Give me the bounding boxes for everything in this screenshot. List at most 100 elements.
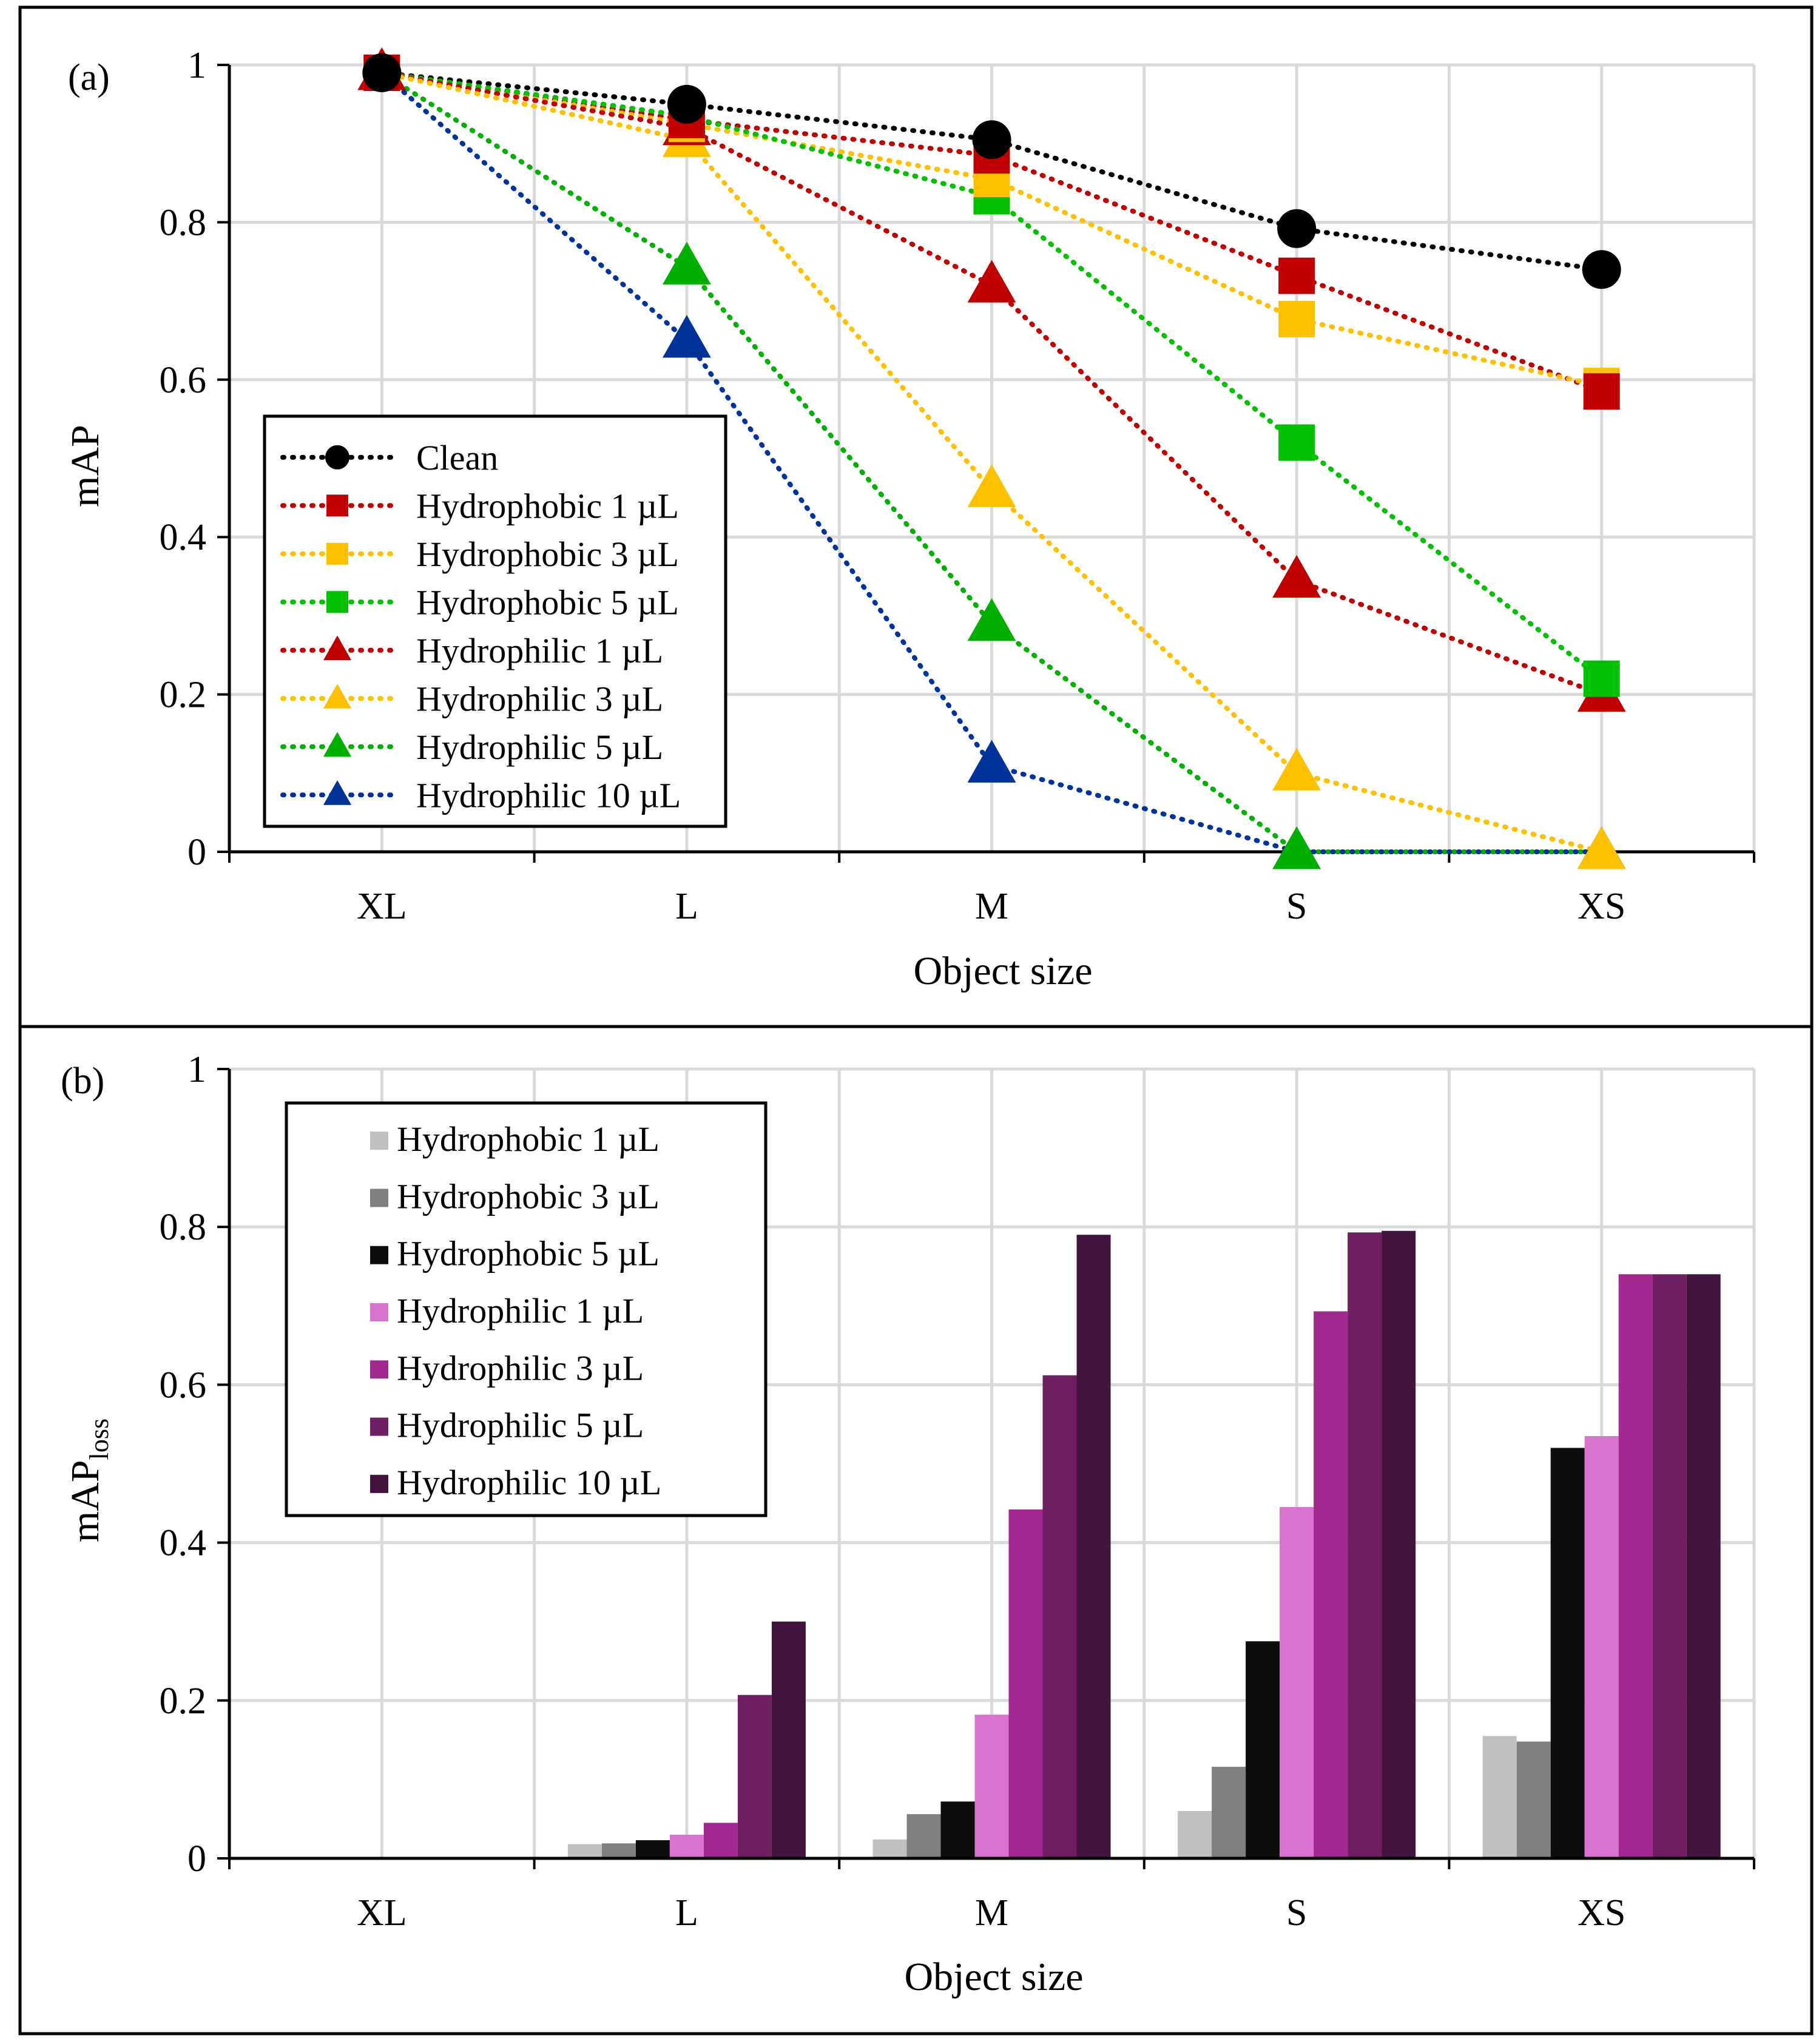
point-hydrophilic-3-ul-xs (1577, 826, 1626, 869)
b-legend-label-hydrophobic-5-ul: Hydrophobic 5 µL (397, 1234, 660, 1273)
bar-hydrophilic-10-ul-m (1076, 1235, 1111, 1858)
a-y-tick-label: 0.4 (160, 517, 207, 558)
panel-b-y-axis-title-subscript: loss (84, 1418, 114, 1460)
bar-hydrophobic-3-ul-m (906, 1814, 941, 1858)
b-legend-swatch-hydrophobic-3-ul (370, 1189, 388, 1207)
point-hydrophobic-5-ul-s (1278, 424, 1315, 461)
a-legend-label-hydrophilic-5-ul: Hydrophilic 5 µL (416, 727, 663, 767)
b-x-tick-label-xs: XS (1578, 1892, 1625, 1934)
point-hydrophilic-1-ul-s (1272, 555, 1321, 598)
point-clean-l (667, 84, 706, 124)
bar-hydrophilic-3-ul-xs (1618, 1274, 1653, 1858)
point-hydrophilic-3-ul-s (1272, 747, 1321, 791)
b-legend-label-hydrophilic-5-ul: Hydrophilic 5 µL (397, 1406, 644, 1445)
b-y-tick-label: 0 (187, 1838, 206, 1880)
panel-a-y-axis-title: mAP (63, 425, 107, 507)
bar-hydrophobic-1-ul-l (567, 1844, 602, 1858)
a-x-tick-label-xl: XL (357, 886, 407, 927)
a-legend-marker-clean (325, 445, 349, 470)
a-y-tick-label: 0.8 (160, 202, 207, 243)
point-hydrophilic-10-ul-l (663, 315, 711, 358)
a-legend-marker-hydrophobic-5-ul (326, 591, 348, 613)
panel-b-x-tick-labels: XL L M S XS (357, 1892, 1625, 1934)
bar-hydrophilic-1-ul-m (974, 1715, 1009, 1858)
bar-hydrophobic-3-ul-s (1212, 1767, 1246, 1858)
bar-hydrophilic-10-ul-xs (1686, 1274, 1721, 1858)
bar-hydrophilic-5-ul-m (1042, 1375, 1077, 1858)
line-hydrophilic-10-ul (379, 70, 1604, 854)
panel-a-series-markers (357, 47, 1626, 869)
bar-hydrophilic-1-ul-s (1280, 1507, 1314, 1858)
bar-hydrophobic-1-ul-s (1178, 1810, 1212, 1858)
point-clean-xl (362, 53, 402, 92)
bar-hydrophobic-5-ul-s (1246, 1641, 1280, 1858)
point-clean-s (1277, 209, 1317, 248)
line-hydrophobic-1-ul (379, 70, 1604, 394)
figure-frame (18, 5, 1814, 2036)
b-y-tick-label: 1 (187, 1049, 206, 1090)
a-legend-label-clean: Clean (416, 438, 498, 477)
a-x-tick-label-xs: XS (1578, 886, 1625, 927)
panel-a-x-tick-labels: XL L M S XS (357, 886, 1625, 927)
a-legend-marker-hydrophobic-1-ul (326, 494, 348, 517)
a-y-tick-label: 0.2 (160, 675, 207, 716)
bar-hydrophilic-1-ul-xs (1584, 1435, 1619, 1858)
a-legend-marker-hydrophobic-3-ul (326, 542, 348, 565)
b-x-tick-label-s: S (1286, 1892, 1307, 1934)
bar-hydrophilic-10-ul-s (1382, 1230, 1416, 1858)
panel-b-y-axis-title-main: mAP (63, 1460, 107, 1542)
a-y-tick-label: 1 (187, 45, 206, 86)
b-y-tick-label: 0.6 (160, 1364, 207, 1406)
b-legend-swatch-hydrophilic-3-ul (370, 1360, 388, 1379)
bar-hydrophobic-3-ul-l (601, 1843, 636, 1858)
bar-hydrophobic-5-ul-m (940, 1801, 975, 1858)
b-x-tick-label-l: L (675, 1892, 698, 1934)
bar-hydrophobic-3-ul-xs (1516, 1741, 1551, 1858)
panel-a-x-axis-title: Object size (913, 949, 1092, 993)
point-hydrophilic-1-ul-m (967, 260, 1016, 303)
point-hydrophobic-3-ul-s (1278, 300, 1315, 337)
point-hydrophobic-1-ul-xs (1583, 373, 1620, 410)
a-x-tick-label-m: M (975, 886, 1008, 927)
b-legend-label-hydrophilic-1-ul: Hydrophilic 1 µL (397, 1291, 644, 1331)
bar-hydrophilic-5-ul-s (1348, 1232, 1382, 1858)
panel-b-bars (567, 1230, 1721, 1858)
bar-hydrophobic-5-ul-l (635, 1840, 670, 1858)
panel-b-x-axis-title: Object size (904, 1955, 1083, 1999)
point-clean-m (972, 120, 1011, 160)
point-hydrophilic-5-ul-s (1272, 826, 1321, 869)
bar-hydrophobic-1-ul-m (872, 1839, 907, 1858)
b-x-tick-label-m: M (975, 1892, 1008, 1934)
panel-b-label: (b) (61, 1061, 104, 1102)
a-y-tick-label: 0.6 (160, 360, 207, 401)
bar-hydrophilic-5-ul-xs (1652, 1274, 1687, 1858)
bar-hydrophobic-5-ul-xs (1550, 1448, 1585, 1858)
bar-hydrophilic-5-ul-l (737, 1695, 772, 1858)
b-legend-label-hydrophilic-10-ul: Hydrophilic 10 µL (397, 1463, 661, 1502)
point-hydrophobic-5-ul-xs (1583, 660, 1620, 697)
point-hydrophilic-5-ul-m (967, 598, 1016, 641)
panel-a-line-chart: 0 0.2 0.4 0.6 0.8 1 XL L M S XS (a) Object size m… (63, 45, 1756, 993)
bar-hydrophilic-3-ul-m (1008, 1509, 1043, 1858)
bar-hydrophilic-10-ul-l (771, 1621, 806, 1858)
panel-a-label: (a) (68, 57, 110, 98)
panel-a-y-tick-labels: 0 0.2 0.4 0.6 0.8 1 (160, 45, 207, 873)
a-legend-box (263, 414, 727, 828)
b-x-tick-label-xl: XL (357, 1892, 407, 1934)
a-legend-marker-hydrophilic-1-ul (323, 635, 352, 661)
bar-hydrophilic-3-ul-s (1314, 1311, 1348, 1858)
b-legend-swatch-hydrophilic-1-ul (370, 1303, 388, 1321)
b-legend-label-hydrophobic-1-ul: Hydrophobic 1 µL (397, 1119, 660, 1159)
a-legend-label-hydrophobic-3-ul: Hydrophobic 3 µL (416, 535, 679, 574)
b-legend-swatch-hydrophobic-1-ul (370, 1132, 388, 1150)
point-hydrophobic-1-ul-s (1278, 257, 1315, 294)
b-y-tick-label: 0.2 (160, 1681, 207, 1722)
panel-a-legend: Clean Hydrophobic 1 µL Hydrophobic 3 µL Hyd… (263, 414, 727, 828)
panel-b-y-axis-title: mAPloss (63, 1418, 114, 1542)
a-x-tick-label-l: L (675, 886, 698, 927)
b-legend-swatch-hydrophilic-5-ul (370, 1417, 388, 1436)
a-legend-marker-hydrophilic-10-ul (323, 780, 352, 805)
a-x-tick-label-s: S (1286, 886, 1307, 927)
b-legend-box (285, 1101, 768, 1517)
